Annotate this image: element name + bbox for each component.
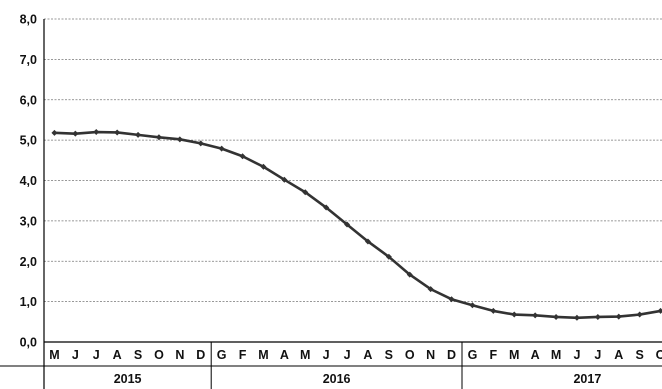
data-point [511,311,518,318]
data-point [176,136,183,143]
data-point [93,129,100,136]
data-point [302,189,309,196]
x-tick-label: A [531,348,540,362]
y-tick-label: 3,0 [20,214,37,228]
x-tick-label: M [300,348,310,362]
data-point [469,302,476,309]
y-tick-label: 8,0 [20,13,37,27]
data-point [344,221,351,228]
x-tick-label: F [490,348,498,362]
data-point [553,313,560,320]
gridlines [44,18,662,303]
x-tick-label: M [49,348,59,362]
data-point [427,286,434,293]
x-tick-label: F [239,348,247,362]
y-tick-labels: 0,0 1,0 2,0 3,0 4,0 5,0 6,0 7,0 8,0 [20,13,37,350]
data-point [72,130,79,137]
x-tick-label: J [72,348,79,362]
x-tick-label: A [113,348,122,362]
y-tick-label: 1,0 [20,295,37,309]
data-point [155,134,162,141]
data-point [323,204,330,211]
x-tick-label: G [468,348,478,362]
year-label: 2017 [573,372,601,386]
year-labels: 2015201620172018 [114,372,602,386]
x-tick-labels: MJJASONDGFMAMJJASONDGFMAMJJASONDGFM [49,348,662,362]
x-tick-label: A [614,348,623,362]
year-label: 2015 [114,372,142,386]
series-line [54,130,662,320]
x-tick-label: M [509,348,519,362]
data-point [51,129,58,136]
data-point [573,314,580,321]
data-point [364,238,371,245]
y-tick-label: 7,0 [20,53,37,67]
x-tick-label: J [93,348,100,362]
data-point [281,176,288,183]
x-tick-label: O [405,348,415,362]
y-tick-label: 0,0 [20,336,37,350]
data-point [490,307,497,314]
x-tick-label: S [385,348,393,362]
x-tick-label: G [217,348,227,362]
data-point [532,312,539,319]
data-point [135,131,142,138]
data-point [260,163,267,170]
data-point [114,129,121,136]
axes [0,19,662,389]
x-tick-label: M [258,348,268,362]
x-tick-label: O [656,348,662,362]
x-tick-label: J [573,348,580,362]
x-tick-label: N [175,348,184,362]
data-point [197,140,204,147]
y-tick-label: 5,0 [20,134,37,148]
x-tick-label: M [551,348,561,362]
series-group [51,129,662,321]
x-tick-label: J [344,348,351,362]
year-label: 2016 [323,372,351,386]
data-point [615,313,622,320]
y-tick-label: 2,0 [20,255,37,269]
x-tick-label: D [447,348,456,362]
x-tick-label: J [594,348,601,362]
x-tick-label: N [426,348,435,362]
data-point [406,271,413,278]
data-point [657,307,662,314]
x-tick-label: A [280,348,289,362]
x-tick-label: S [134,348,142,362]
x-tick-label: S [635,348,643,362]
data-point [385,253,392,260]
data-point [594,313,601,320]
y-tick-label: 4,0 [20,174,37,188]
x-tick-label: D [196,348,205,362]
data-point [218,145,225,152]
data-point [636,311,643,318]
y-tick-label: 6,0 [20,93,37,107]
data-point [239,153,246,160]
x-tick-label: J [323,348,330,362]
data-point [448,296,455,303]
x-tick-label: A [363,348,372,362]
x-tick-label: O [154,348,164,362]
